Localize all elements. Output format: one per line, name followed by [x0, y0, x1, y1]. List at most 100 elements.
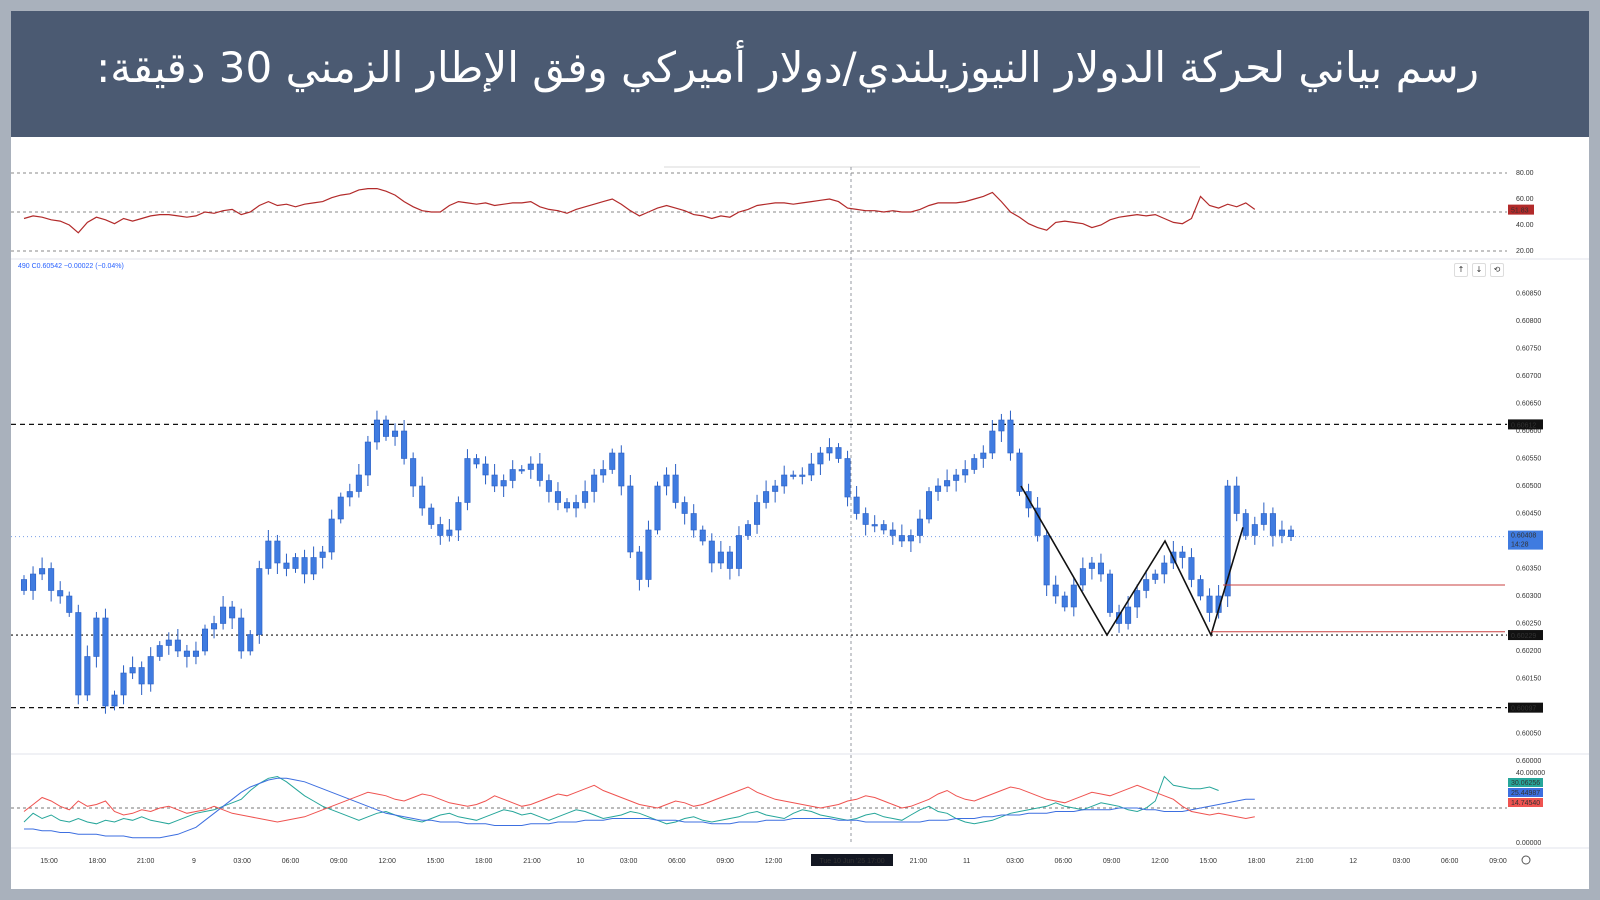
candle-body — [1134, 590, 1141, 608]
candle-body — [509, 469, 516, 481]
candle-body — [401, 430, 408, 459]
time-axis-tick: 09:00 — [330, 858, 348, 865]
candle-body — [473, 458, 480, 465]
last-price-tag-bg — [1508, 530, 1543, 550]
candle-body — [1007, 419, 1014, 454]
price-axis-tick: 0.60000 — [1516, 758, 1541, 765]
trading-chart[interactable]: 80.00 60.00 40.00 20.00 51.83 0.60850 0.60800 0… — [11, 137, 1589, 889]
candle-body — [500, 480, 507, 487]
candle-body — [30, 573, 37, 591]
price-axis-tick: 0.60350 — [1516, 566, 1541, 573]
candle-body — [1116, 612, 1123, 624]
candle-body — [337, 496, 344, 520]
rsi-axis-tick: 80.00 — [1516, 170, 1534, 177]
price-axis-tick: 0.60800 — [1516, 318, 1541, 325]
candle-body — [102, 617, 109, 707]
candle-body — [265, 540, 272, 569]
candle-body — [844, 458, 851, 498]
zigzag-drawing — [1020, 485, 1244, 638]
candle-body — [1224, 485, 1231, 597]
price-axis-tick: 0.60850 — [1516, 291, 1541, 298]
candle-body — [229, 606, 236, 619]
arrow-up-icon[interactable]: ↑ — [1454, 263, 1468, 277]
time-axis-tick: 06:00 — [668, 858, 686, 865]
time-axis-tick: 11 — [963, 858, 970, 865]
candle-body — [735, 535, 742, 569]
candle-body — [419, 485, 426, 509]
time-axis-tick: 12 — [1349, 858, 1357, 865]
candle-body — [582, 491, 589, 503]
candle-body — [536, 463, 543, 481]
candle-body — [75, 612, 82, 696]
level-tag-bg — [1508, 702, 1543, 713]
candle-body — [672, 474, 679, 503]
candle-body — [66, 595, 73, 613]
candle-body — [781, 474, 788, 487]
time-axis-tick: 21:00 — [137, 858, 155, 865]
crosshair-time-tag-bg — [811, 854, 893, 866]
candle-body — [1197, 579, 1204, 597]
candle-body — [925, 491, 933, 520]
candle-body — [120, 672, 127, 696]
candle-body — [328, 518, 335, 553]
level-tag: 0.60229 — [1511, 633, 1536, 640]
candle-body — [609, 452, 616, 470]
candle-body — [663, 474, 670, 487]
candle-body — [355, 474, 362, 492]
candle-body — [826, 447, 833, 454]
price-axis-tick: 0.60600 — [1516, 428, 1541, 435]
slide-frame: رسم بياني لحركة الدولار النيوزيلندي/دولا… — [11, 11, 1589, 889]
candle-body — [20, 579, 28, 591]
candle-body — [799, 474, 806, 477]
candle-body — [591, 474, 598, 492]
candle-body — [319, 551, 326, 558]
candle-body — [274, 540, 281, 564]
candle-body — [364, 441, 371, 476]
dmi-value-tag-bg — [1508, 798, 1543, 807]
price-axis-tick: 0.60450 — [1516, 511, 1541, 518]
candle-body — [880, 524, 887, 531]
candle-body — [699, 529, 706, 542]
candle-body — [1070, 584, 1077, 608]
candle-body — [1052, 584, 1059, 597]
price-axis-tick: 0.60650 — [1516, 401, 1541, 408]
candle-body — [39, 568, 46, 575]
time-axis-tick: 9 — [192, 858, 196, 865]
candle-body — [464, 458, 471, 503]
candle-body — [111, 694, 118, 707]
rsi-value-tag: 51.83 — [1511, 208, 1529, 215]
candle-body — [57, 590, 64, 597]
reset-icon[interactable]: ⟲ — [1490, 263, 1504, 277]
candle-body — [201, 628, 209, 652]
candle-body — [853, 496, 860, 514]
candle-body — [1152, 573, 1159, 580]
candle-body — [238, 617, 245, 652]
candle-body — [247, 634, 254, 652]
candle-body — [763, 491, 770, 503]
candle-body — [835, 447, 842, 459]
candle-body — [1043, 535, 1050, 586]
candle-body — [1161, 562, 1168, 575]
candle-body — [1034, 507, 1041, 536]
candle-body — [772, 485, 779, 492]
candle-body — [654, 485, 661, 531]
candle-body — [428, 507, 435, 525]
last-price-countdown: 14:28 — [1511, 542, 1529, 549]
dmi-series-line — [23, 784, 1255, 823]
arrow-down-icon[interactable]: ↓ — [1472, 263, 1486, 277]
dmi-value-tag-bg — [1508, 788, 1543, 797]
candle-body — [1088, 562, 1095, 569]
candle-body — [1251, 524, 1258, 536]
candle-body — [871, 524, 878, 527]
time-axis-tick: 06:00 — [282, 858, 300, 865]
candle-body — [1125, 606, 1132, 624]
candle-body — [545, 480, 552, 492]
rsi-value-tag-bg — [1508, 204, 1534, 215]
time-axis-tick: 21:00 — [1296, 858, 1314, 865]
candle-body — [817, 452, 824, 465]
candle-body — [1106, 573, 1114, 613]
time-axis-tick: 15:00 — [427, 858, 445, 865]
candle-body — [93, 617, 100, 657]
crosshair-time-tag: Tue 10 Jun '25 17:00 — [819, 858, 884, 865]
candle-body — [518, 469, 525, 472]
